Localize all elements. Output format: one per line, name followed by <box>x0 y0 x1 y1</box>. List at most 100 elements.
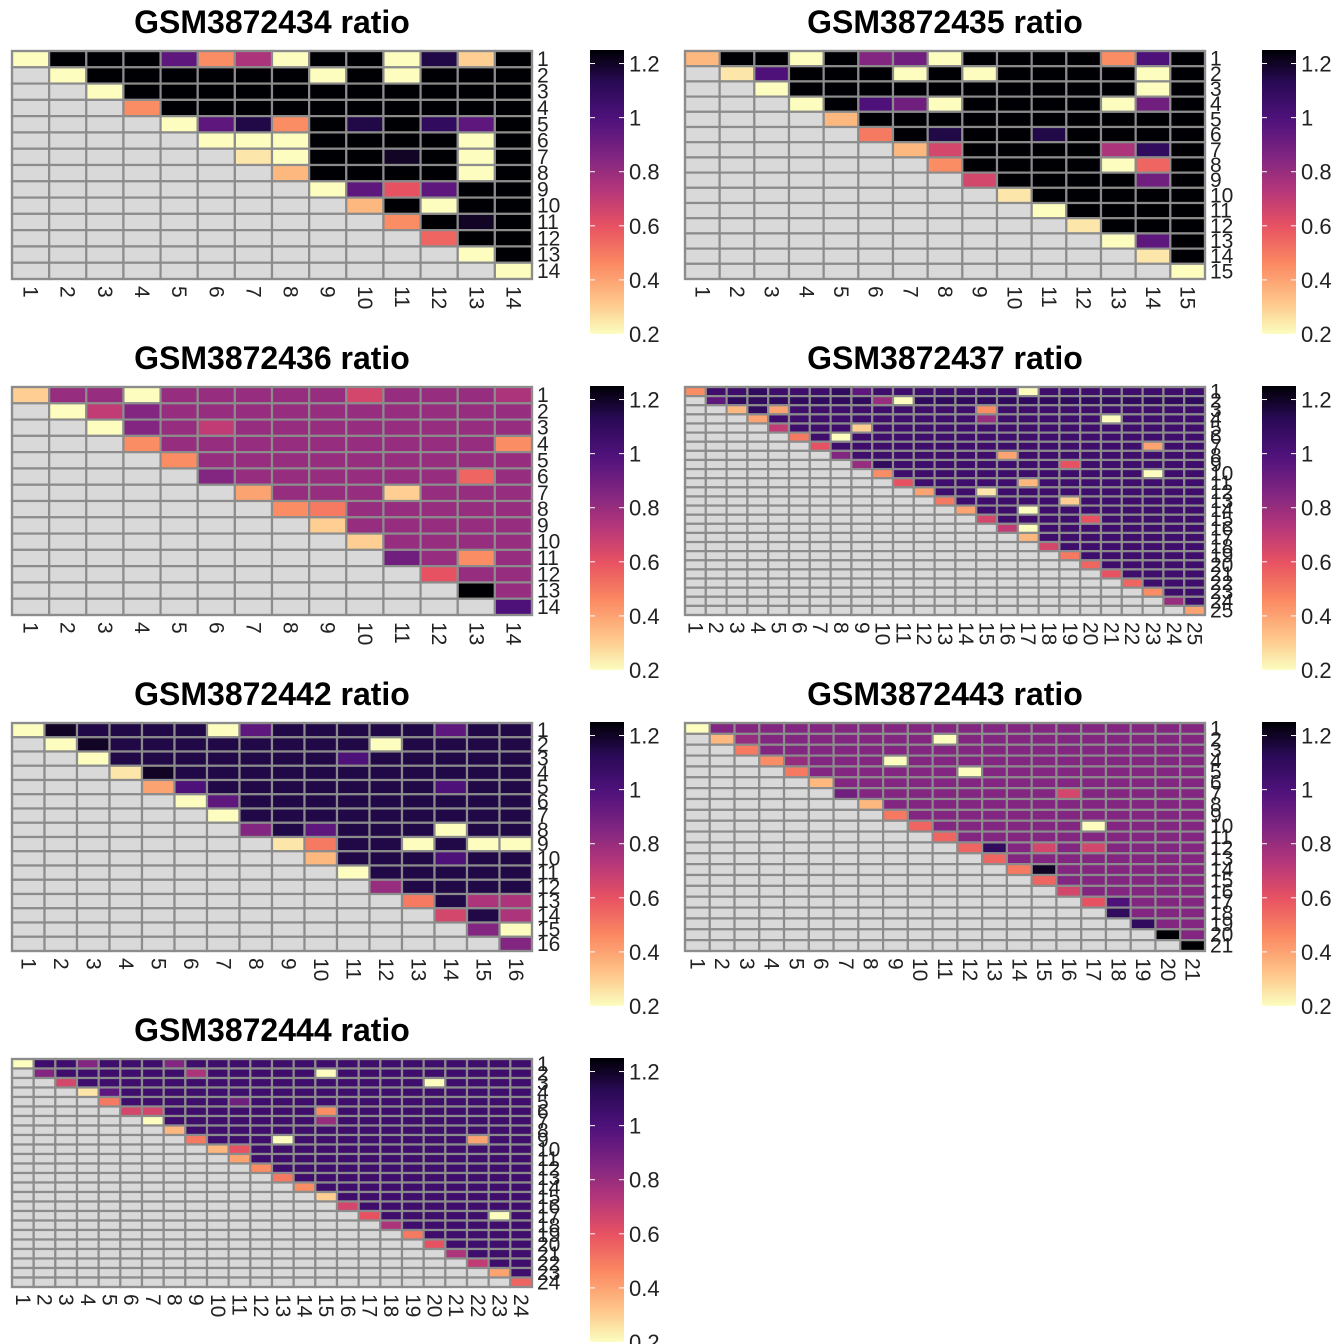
heatmap-cell <box>782 852 810 866</box>
column-label: 7 <box>141 1294 164 1306</box>
heatmap-cell <box>32 1209 57 1222</box>
heatmap-cell <box>196 451 236 470</box>
heatmap-cell <box>456 245 496 264</box>
row-label: 9 <box>537 514 549 537</box>
column-label: 10 <box>206 1294 229 1317</box>
heatmap-cell <box>357 1057 382 1070</box>
heatmap-cell <box>725 477 749 489</box>
heatmap-cell <box>758 917 786 931</box>
heatmap-cell <box>1162 522 1186 535</box>
heatmap-cell <box>733 787 761 801</box>
heatmap-cell <box>912 404 936 416</box>
heatmap-cell <box>227 1209 252 1222</box>
heatmap-cell <box>173 821 209 839</box>
heatmap-cell <box>85 49 125 69</box>
heatmap-cell <box>227 1067 252 1080</box>
heatmap-cell <box>162 1257 187 1270</box>
column-label: 3 <box>93 622 116 634</box>
column-label: 6 <box>179 958 202 970</box>
colorbar <box>590 386 624 670</box>
heatmap-cell <box>162 1152 187 1165</box>
heatmap-cell <box>1016 595 1040 607</box>
row-label: 12 <box>1210 837 1233 860</box>
heatmap-cell <box>303 864 339 881</box>
heatmap-cell <box>292 1143 317 1156</box>
row-label: 4 <box>1210 408 1222 431</box>
heatmap-cell <box>954 395 978 407</box>
heatmap-cell <box>1099 495 1123 507</box>
heatmap-cell <box>509 1200 534 1213</box>
row-label: 14 <box>537 1176 561 1199</box>
heatmap-cell <box>368 864 404 881</box>
heatmap-cell <box>995 449 1019 462</box>
heatmap-cell <box>10 821 46 839</box>
heatmap-cell <box>379 1133 404 1146</box>
heatmap-cell <box>400 1266 425 1279</box>
heatmap-cell <box>303 850 339 867</box>
heatmap-cell <box>10 180 51 199</box>
heatmap-cell <box>891 568 915 580</box>
heatmap-cell <box>746 513 770 525</box>
heatmap-cell <box>807 787 835 801</box>
heatmap-cell <box>961 156 999 174</box>
heatmap-cell <box>227 1105 252 1118</box>
heatmap-cell <box>891 504 915 516</box>
heatmap-cell <box>1104 928 1132 942</box>
heatmap-cell <box>1030 262 1068 281</box>
heatmap-cell <box>379 1190 404 1203</box>
heatmap-cell <box>871 440 895 452</box>
heatmap-cell <box>249 1095 274 1108</box>
heatmap-cell <box>1055 830 1083 844</box>
heatmap-cell <box>400 1152 425 1165</box>
heatmap-cell <box>1099 247 1137 265</box>
heatmap-cell <box>227 1152 252 1165</box>
heatmap-cell <box>43 892 79 910</box>
heatmap-cell <box>270 850 306 867</box>
heatmap-cell <box>1037 422 1061 434</box>
heatmap-cell <box>48 434 88 454</box>
heatmap-cell <box>758 787 786 801</box>
heatmap-cell <box>933 559 957 571</box>
heatmap-cell <box>975 540 999 553</box>
heatmap-cell <box>184 1124 209 1137</box>
column-label: 24 <box>509 1294 532 1318</box>
heatmap-cell <box>48 581 88 600</box>
heatmap-cell <box>357 1162 382 1175</box>
heatmap-cell <box>725 458 749 471</box>
row-label: 4 <box>1210 750 1222 773</box>
heatmap-cell <box>1030 232 1068 250</box>
column-label: 18 <box>379 1294 402 1317</box>
heatmap-cell <box>1129 808 1157 822</box>
heatmap-cell <box>787 125 825 144</box>
heatmap-cell <box>891 477 915 489</box>
column-label: 2 <box>725 286 748 298</box>
row-label: 7 <box>537 1110 549 1133</box>
heatmap-cell <box>119 1171 144 1184</box>
heatmap-cell <box>249 1105 274 1118</box>
heatmap-cell <box>196 229 236 248</box>
heatmap-cell <box>906 863 934 877</box>
heatmap-cell <box>1183 586 1207 598</box>
row-label: 10 <box>1210 184 1233 207</box>
heatmap-cell <box>400 1190 425 1203</box>
heatmap-cell <box>465 821 501 839</box>
heatmap-cell <box>1169 156 1207 174</box>
heatmap-cell <box>683 808 711 822</box>
heatmap-cell <box>782 819 810 833</box>
heatmap-cell <box>850 458 874 471</box>
heatmap-cell <box>1183 395 1207 407</box>
heatmap-cell <box>419 229 459 248</box>
heatmap-cell <box>881 939 909 953</box>
heatmap-cell <box>270 1067 295 1080</box>
heatmap-cell <box>270 418 311 437</box>
heatmap-cell <box>119 1133 144 1146</box>
heatmap-cell <box>270 499 311 519</box>
heatmap-cell <box>753 65 791 83</box>
row-label: 14 <box>537 260 561 283</box>
heatmap-cell <box>10 1181 35 1194</box>
heatmap-cell <box>419 196 459 215</box>
heatmap-cell <box>10 402 51 421</box>
row-label: 4 <box>537 762 549 785</box>
heatmap-cell <box>32 1162 57 1175</box>
heatmap-cell <box>926 65 964 83</box>
